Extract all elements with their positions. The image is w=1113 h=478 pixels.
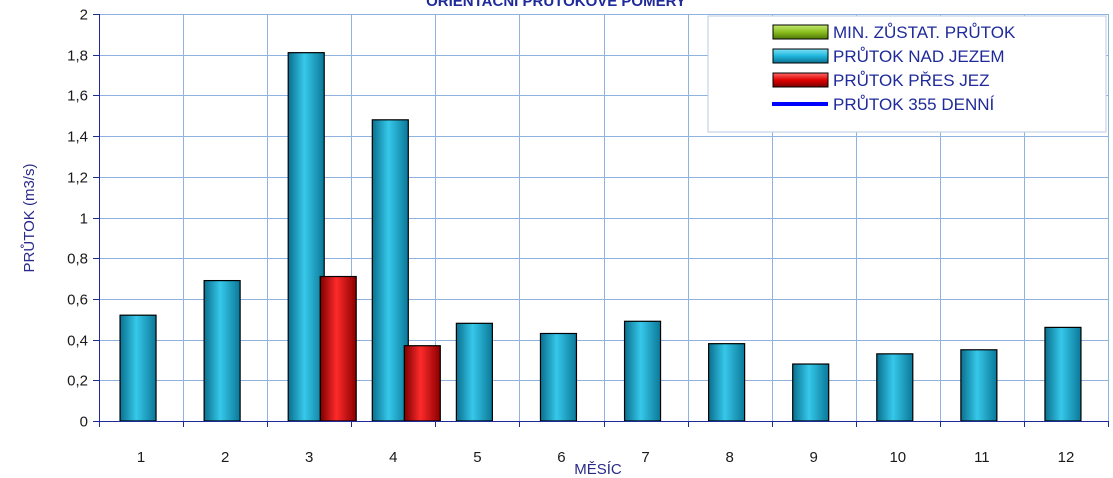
y-tick-label: 1,4 (67, 129, 88, 146)
legend-label: MIN. ZŮSTAT. PRŮTOK (833, 23, 1016, 42)
y-tick-label: 0 (80, 414, 88, 431)
tick-labels: 00,20,40,60,811,21,41,61,821 2 3 4 5 6 7 8 9 10 11… (67, 7, 1074, 467)
legend-swatch (772, 72, 829, 88)
x-tick-label: 9 (810, 449, 818, 466)
y-tick-label: 1 (80, 211, 88, 228)
bar-nad-jezem (539, 332, 578, 422)
bar-nad-jezem (708, 343, 746, 422)
y-tick-label: 1,2 (67, 170, 88, 187)
bar-pres-jez (403, 345, 441, 422)
x-axis-title: MĚSÍC (574, 461, 622, 478)
y-tick-label: 0,4 (67, 333, 88, 350)
legend: MIN. ZŮSTAT. PRŮTOK PRŮTOK NAD JEZEM PRŮTO… (707, 15, 1107, 133)
legend-label: PRŮTOK PŘES JEZ (833, 71, 990, 90)
x-tick-label: 12 (1058, 449, 1075, 466)
bar-nad-jezem (876, 353, 914, 422)
legend-swatch (772, 48, 829, 64)
y-tick-label: 1,8 (67, 48, 88, 65)
x-tick-label: 8 (725, 449, 733, 466)
bars (119, 52, 1082, 422)
y-tick-label: 0,8 (67, 251, 88, 268)
x-tick-label: 1 (137, 449, 145, 466)
y-tick-label: 0,2 (67, 373, 88, 390)
bar-nad-jezem (203, 279, 241, 422)
x-tick-label: 7 (641, 449, 649, 466)
legend-swatch (772, 24, 829, 40)
axes (93, 14, 1109, 427)
bar-nad-jezem (371, 119, 409, 422)
y-tick-label: 1,6 (67, 88, 88, 105)
x-tick-label: 10 (889, 449, 906, 466)
chart-title: ORIENTAČNÍ PRŮTOKOVÉ POMĚRY (426, 0, 686, 10)
bar-nad-jezem (119, 314, 157, 422)
x-tick-label: 5 (473, 449, 481, 466)
x-tick-label: 11 (974, 449, 990, 466)
x-tick-label: 4 (389, 449, 397, 466)
legend-label: PRŮTOK NAD JEZEM (833, 47, 1005, 66)
y-tick-label: 2 (80, 7, 88, 24)
x-tick-label: 3 (305, 449, 313, 466)
bar-nad-jezem (623, 320, 662, 422)
bar-nad-jezem (1044, 326, 1082, 422)
x-tick-label: 2 (221, 449, 229, 466)
bar-nad-jezem (792, 363, 830, 422)
bar-nad-jezem (960, 349, 998, 422)
bar-nad-jezem (455, 322, 493, 422)
legend-label: PRŮTOK 355 DENNÍ (833, 95, 995, 114)
bar-nad-jezem (287, 52, 325, 422)
bar-pres-jez (319, 275, 357, 422)
x-tick-label: 6 (557, 449, 565, 466)
y-axis-title: PRŮTOK (m3/s) (20, 164, 38, 273)
y-tick-label: 0,6 (67, 292, 88, 309)
